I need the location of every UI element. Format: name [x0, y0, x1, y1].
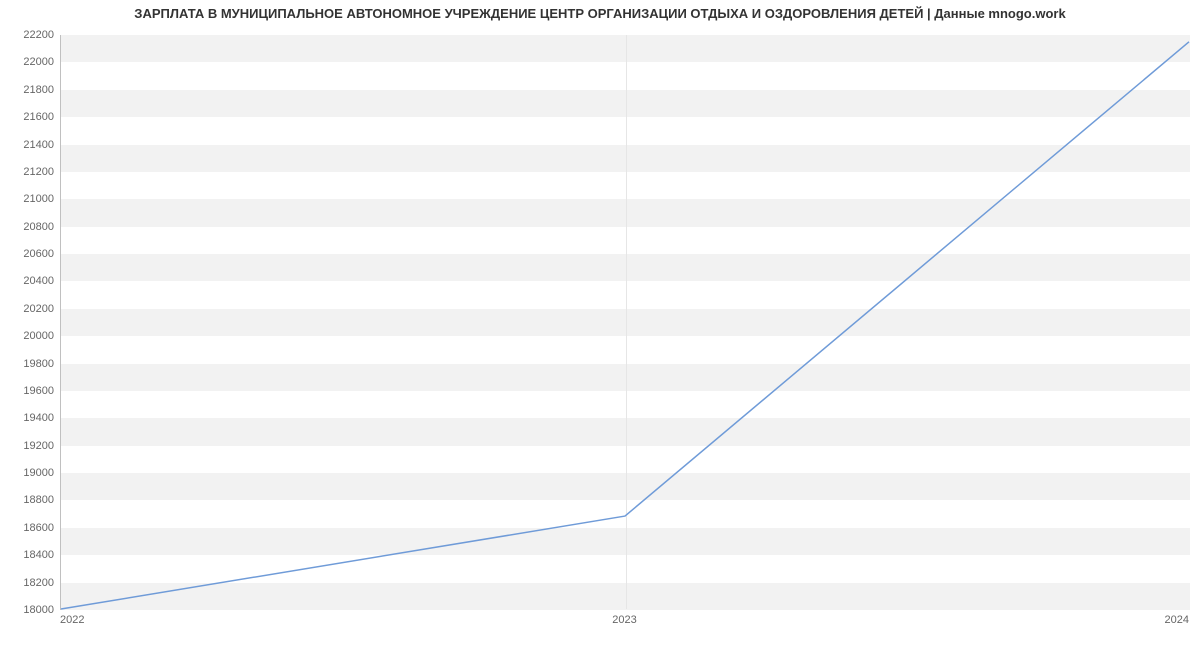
series-line [61, 42, 1189, 609]
y-tick-label: 22000 [4, 56, 54, 68]
y-tick-label: 18400 [4, 549, 54, 561]
y-tick-label: 20800 [4, 221, 54, 233]
y-tick-label: 20600 [4, 248, 54, 260]
chart-container: ЗАРПЛАТА В МУНИЦИПАЛЬНОЕ АВТОНОМНОЕ УЧРЕ… [0, 0, 1200, 650]
y-tick-label: 21600 [4, 111, 54, 123]
y-tick-label: 19200 [4, 440, 54, 452]
y-tick-label: 18000 [4, 604, 54, 616]
y-tick-label: 19800 [4, 358, 54, 370]
chart-title: ЗАРПЛАТА В МУНИЦИПАЛЬНОЕ АВТОНОМНОЕ УЧРЕ… [0, 6, 1200, 21]
y-tick-label: 18200 [4, 577, 54, 589]
y-tick-label: 18600 [4, 522, 54, 534]
y-tick-label: 19000 [4, 467, 54, 479]
y-tick-label: 18800 [4, 494, 54, 506]
y-tick-label: 21000 [4, 193, 54, 205]
y-tick-label: 22200 [4, 29, 54, 41]
y-tick-label: 21200 [4, 166, 54, 178]
x-tick-label: 2022 [60, 614, 84, 626]
line-series [61, 35, 1190, 609]
y-tick-label: 20400 [4, 275, 54, 287]
y-tick-label: 20200 [4, 303, 54, 315]
x-tick-label: 2023 [612, 614, 636, 626]
y-tick-label: 20000 [4, 330, 54, 342]
y-tick-label: 21400 [4, 139, 54, 151]
y-tick-label: 21800 [4, 84, 54, 96]
plot-area [60, 35, 1190, 610]
x-tick-label: 2024 [1165, 614, 1189, 626]
y-tick-label: 19400 [4, 412, 54, 424]
y-tick-label: 19600 [4, 385, 54, 397]
